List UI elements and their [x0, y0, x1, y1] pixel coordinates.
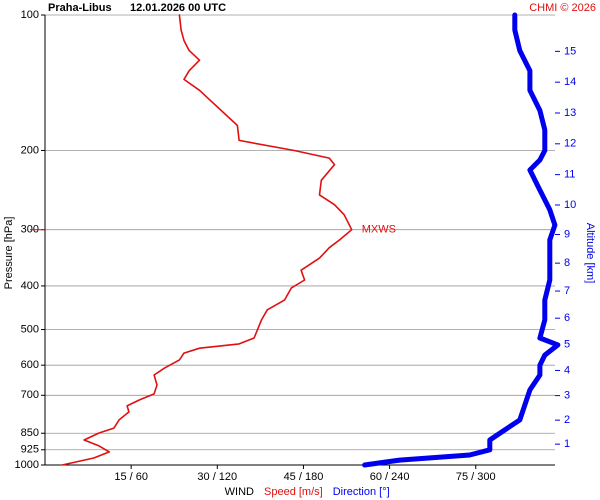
y2-tick-label: 5 [564, 339, 570, 351]
series-line [61, 14, 353, 466]
y-tick-label: 600 [21, 359, 39, 371]
x-tick-label: 15 / 60 [114, 471, 148, 483]
legend-label: Speed [m/s] [264, 486, 323, 498]
y-tick-label: 500 [21, 323, 39, 335]
y-axis-label: Pressure [hPa] [3, 217, 15, 290]
y-tick-label: 850 [21, 427, 39, 439]
source: CHMI © 2026 [529, 2, 596, 14]
annotation: MXWS [362, 224, 396, 236]
x-tick-label: 45 / 180 [284, 471, 324, 483]
y-tick-label: 925 [21, 444, 39, 456]
chart-title: Praha-Libus [48, 2, 112, 14]
y-tick-label: 300 [21, 224, 39, 236]
y-tick-label: 700 [21, 389, 39, 401]
y2-tick-label: 4 [564, 364, 570, 376]
y2-tick-label: 8 [564, 257, 570, 269]
y-tick-label: 200 [21, 144, 39, 156]
y-tick-label: 400 [21, 280, 39, 292]
y2-tick-label: 9 [564, 228, 570, 240]
y2-tick-label: 14 [564, 76, 576, 88]
y2-tick-label: 1 [564, 438, 570, 450]
x-tick-label: 60 / 240 [370, 471, 410, 483]
y2-tick-label: 10 [564, 199, 576, 211]
chart-subtitle: 12.01.2026 00 UTC [130, 2, 226, 14]
y2-tick-label: 2 [564, 414, 570, 426]
x-tick-label: 30 / 120 [197, 471, 237, 483]
y2-tick-label: 15 [564, 45, 576, 57]
series-line [362, 12, 561, 468]
y2-tick-label: 6 [564, 312, 570, 324]
legend-label: Direction [°] [333, 486, 390, 498]
x-tick-label: 75 / 300 [456, 471, 496, 483]
y-tick-label: 100 [21, 9, 39, 21]
y2-tick-label: 7 [564, 285, 570, 297]
x-axis-label: WIND [225, 486, 254, 498]
y2-tick-label: 12 [564, 138, 576, 150]
y2-tick-label: 13 [564, 107, 576, 119]
y-tick-label: 1000 [15, 459, 39, 471]
y2-axis-label: Altitude [km] [584, 223, 596, 284]
y2-tick-label: 3 [564, 390, 570, 402]
y2-tick-label: 11 [564, 169, 575, 181]
